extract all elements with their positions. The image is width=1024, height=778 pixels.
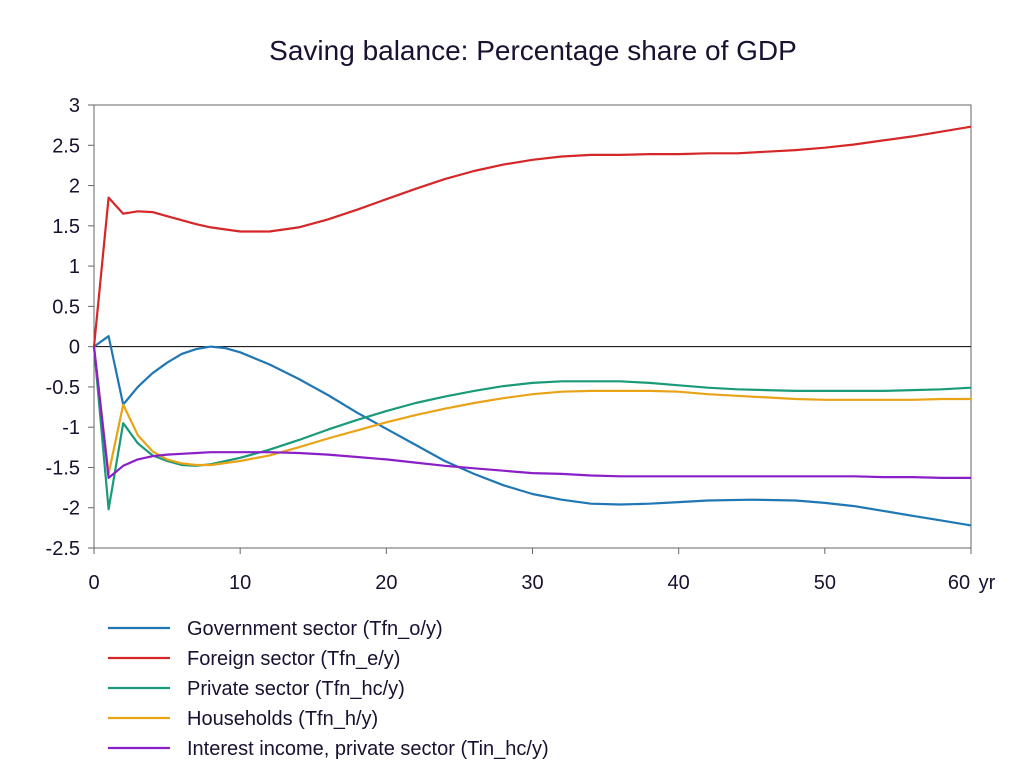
y-tick-label: 2: [69, 176, 80, 198]
legend: Government sector (Tfn_o/y) Foreign secto…: [108, 618, 549, 760]
x-tick-label: 60: [948, 572, 970, 594]
y-tick-label: -2: [62, 498, 80, 520]
y-axis-ticks: -2.5 -2 -1.5 -1 -0.5 0 0.5 1 1.5 2 2.5 3: [46, 95, 94, 560]
x-unit-label: yr: [979, 572, 996, 594]
series-line-3: [92, 346, 972, 511]
y-tick-label: 0.5: [52, 296, 80, 318]
y-tick-label: 1.5: [52, 216, 80, 238]
x-tick-label: 40: [668, 572, 690, 594]
legend-label: Government sector (Tfn_o/y): [187, 618, 443, 640]
y-tick-label: 3: [69, 95, 80, 117]
legend-label: Households (Tfn_h/y): [187, 708, 378, 730]
x-tick-label: 50: [814, 572, 836, 594]
x-tick-label: 10: [229, 572, 251, 594]
series-lines: [92, 125, 972, 527]
y-tick-label: -0.5: [46, 377, 80, 399]
series-line-5: [92, 346, 971, 479]
y-tick-label: 1: [69, 256, 80, 278]
series-line-2: [92, 125, 972, 347]
chart-title: Saving balance: Percentage share of GDP: [269, 35, 797, 66]
y-tick-label: -2.5: [46, 538, 80, 560]
y-tick-label: 0: [69, 337, 80, 359]
x-tick-label: 0: [88, 572, 99, 594]
series-line-4: [92, 346, 971, 475]
y-tick-label: -1.5: [46, 457, 80, 479]
series-line-1: [93, 335, 972, 527]
y-tick-label: 2.5: [52, 135, 80, 157]
legend-label: Foreign sector (Tfn_e/y): [187, 648, 400, 670]
x-tick-label: 20: [375, 572, 397, 594]
x-tick-label: 30: [521, 572, 543, 594]
legend-label: Interest income, private sector (Tin_hc/…: [187, 738, 549, 760]
plot-area: [93, 104, 972, 549]
legend-label: Private sector (Tfn_hc/y): [187, 678, 405, 700]
y-tick-label: -1: [62, 417, 80, 439]
x-axis-ticks: 0 10 20 30 40 50 60: [88, 548, 972, 594]
